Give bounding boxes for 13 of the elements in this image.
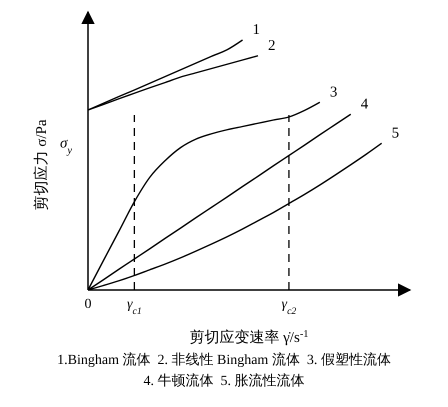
series-label: 5	[392, 125, 400, 142]
series-label: 2	[268, 38, 276, 54]
series-label: 4	[360, 96, 369, 112]
y-axis-title: 剪切应力 σ/Pa	[33, 119, 50, 211]
text: 4. 牛顿流体 5. 胀流性流体	[144, 373, 304, 389]
series-label: 3	[330, 84, 338, 100]
x-axis-title: 剪切应变速率 γ̇/s$^{-1}$	[189, 328, 309, 346]
text: 1.Bingham 流体 2. 非线性 Bingham 流体 3. 假塑性流体	[57, 352, 391, 368]
x-tick-label: γ$_{c1}$	[126, 297, 142, 316]
text: σ$_{y}$	[60, 136, 72, 156]
series-label: 1	[252, 22, 260, 38]
x-tick-label: 0	[84, 297, 92, 312]
x-tick-label: γ$_{c2}$	[282, 297, 296, 316]
